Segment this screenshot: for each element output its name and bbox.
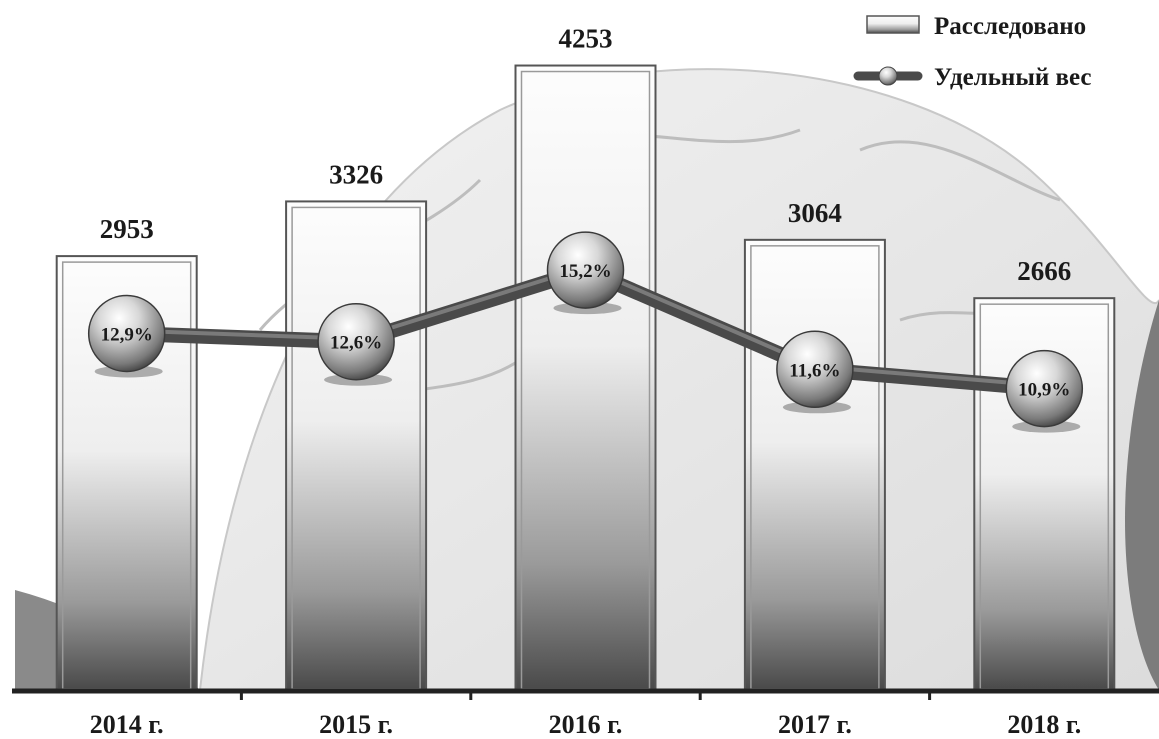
- legend-item-line: Удельный вес: [853, 64, 1092, 91]
- line-marker: [546, 231, 625, 309]
- line-marker: [1005, 349, 1084, 428]
- legend-label-line: Удельный вес: [934, 64, 1092, 91]
- line-point: 11,6%: [776, 330, 854, 414]
- bar-fill: [285, 200, 428, 690]
- x-tick-label: 2016 г.: [549, 710, 623, 739]
- x-axis-ticks: 2014 г. 2015 г. 2016 г. 2017 г. 2018 г.: [90, 689, 1081, 739]
- bar-value-label: 3326: [329, 159, 383, 189]
- line-value-label: 12,6%: [330, 333, 382, 354]
- legend-swatch-bar: [866, 15, 920, 34]
- bar: [743, 238, 886, 691]
- line-marker: [317, 302, 395, 381]
- bar-fill: [743, 238, 886, 691]
- legend-item-bar: Расследовано: [866, 13, 1086, 40]
- x-tick-label: 2017 г.: [778, 710, 852, 739]
- line-point: 10,9%: [1005, 349, 1084, 433]
- line-value-label: 11,6%: [789, 360, 840, 381]
- bar-value-label: 3064: [788, 198, 842, 228]
- bar-series: [55, 64, 1116, 691]
- line-value-label: 15,2%: [559, 261, 611, 282]
- bar: [285, 200, 428, 690]
- bar-fill: [514, 64, 657, 690]
- line-marker: [776, 330, 854, 409]
- line-series: 12,9% 12,6% 15,2% 11,6% 10,9%: [87, 231, 1084, 433]
- legend-swatch-marker: [878, 66, 898, 86]
- line-point: 12,6%: [317, 302, 395, 386]
- bar: [514, 64, 657, 690]
- bar-value-label: 4253: [559, 24, 613, 54]
- labels: 2953 3326 4253 3064 2666: [100, 24, 1072, 287]
- legend: Расследовано Удельный вес: [853, 13, 1092, 91]
- bar-value-label: 2666: [1017, 256, 1071, 286]
- line-point: 12,9%: [87, 294, 166, 378]
- line-point: 15,2%: [546, 231, 625, 315]
- x-tick-label: 2015 г.: [319, 710, 393, 739]
- line-marker: [87, 294, 166, 373]
- bar-value-label: 2953: [100, 214, 154, 244]
- line-value-label: 10,9%: [1018, 380, 1070, 401]
- x-tick-label: 2018 г.: [1007, 710, 1081, 739]
- x-tick-label: 2014 г.: [90, 710, 164, 739]
- legend-label-bar: Расследовано: [934, 13, 1086, 40]
- line-value-label: 12,9%: [101, 324, 153, 345]
